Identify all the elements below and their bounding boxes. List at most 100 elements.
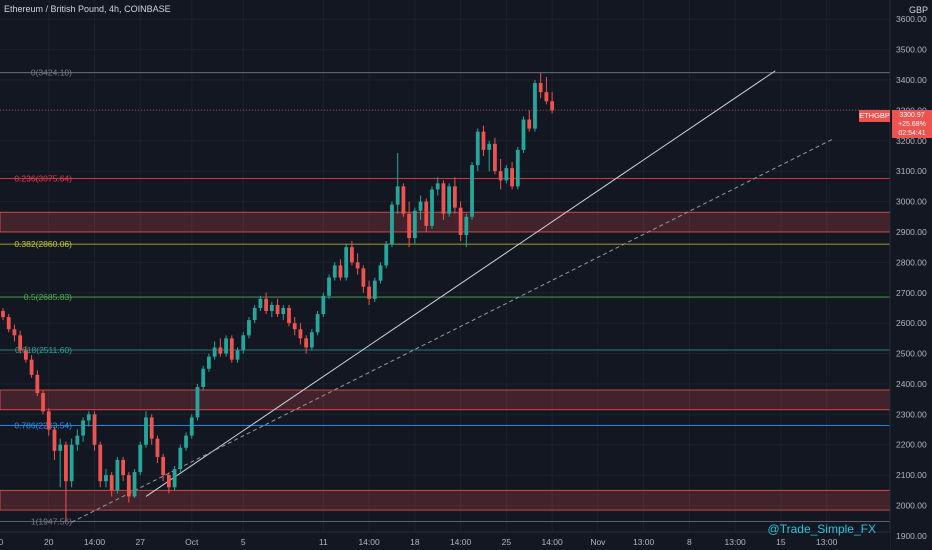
candle-body [515,149,520,187]
candle-body [395,186,400,205]
trendline-solid [145,70,776,497]
candle-body [166,475,171,488]
time-axis-bg [0,532,890,550]
candle-body [235,350,240,360]
candle-body [350,247,354,263]
candle-body [372,280,377,299]
candle-body [521,119,526,150]
candle-body [481,131,486,150]
candle-body [315,314,320,333]
candle-body [126,475,131,497]
candle-body [1,310,5,318]
candle-body [321,295,326,315]
candle-body [92,414,97,445]
candle-body [361,268,366,287]
candle-body [332,265,337,278]
x-tick-label: 8 [687,537,692,547]
candle-body [504,168,509,181]
candle-body [327,277,331,296]
candle-body [533,83,537,129]
candle-body [201,368,206,387]
candle-body [344,247,349,278]
candle-body [412,210,417,239]
candle-body [35,374,40,394]
candle-body [252,307,257,321]
candle-body [189,417,194,436]
candle-body [241,335,246,351]
y-tick-label: 3100.00 [896,166,927,176]
candle-body [401,186,406,214]
x-tick-label: 15 [776,537,786,547]
y-tick-label: 2700.00 [896,288,927,298]
x-tick-label: 27 [136,537,146,547]
x-tick-label: 25 [502,537,512,547]
candle-body [178,447,183,470]
candle-body [58,444,63,451]
candle-body [52,429,57,451]
candle-body [144,417,148,445]
supply-demand-zone [0,389,891,411]
candle-body [247,320,251,336]
last-price-change: +25.68% [898,121,926,128]
candle-body [29,359,34,375]
y-tick-label: 3500.00 [896,45,927,55]
trendline-dashed [71,138,833,523]
y-tick-label: 2500.00 [896,349,927,359]
candle-body [98,444,103,482]
y-tick-label: 2200.00 [896,440,927,450]
candle-body [384,244,389,266]
y-tick-label: 2100.00 [896,470,927,480]
supply-demand-zone [0,211,891,233]
last-price-value: 3300.97 [899,112,925,119]
y-tick-label: 2300.00 [896,409,927,419]
x-tick-label: 5 [241,537,246,547]
candle-body [304,338,309,348]
candle-body [390,204,394,245]
candle-body [527,119,532,129]
y-tick-label: 2900.00 [896,227,927,237]
candle-body [41,393,45,412]
candle-body [207,356,211,369]
candle-body [195,386,200,418]
last-price-countdown: 02:54:41 [898,130,926,137]
price-axis-bg [890,0,932,550]
candle-body [212,347,217,357]
candle-body [69,444,74,482]
candle-body [275,304,280,315]
candle-body [493,143,497,172]
last-price-badge: 3300.97 +25.68% 02:54:41 [892,110,932,138]
candle-body [64,444,68,482]
candle-body [418,201,423,211]
x-tick-label: 11 [319,537,328,547]
candle-body [441,183,446,214]
fib-label-1: 1(1947.56) [31,516,72,526]
x-tick-label: :00 [0,537,3,547]
currency-label: GBP [908,5,928,15]
candle-body [229,338,234,360]
candle-body [155,438,160,457]
candle-body [161,456,166,476]
candle-body [138,444,143,473]
x-tick-label: 14:00 [541,537,563,547]
candle-body [218,347,223,354]
x-tick-label: 14:00 [450,537,472,547]
candle-body [121,459,126,476]
y-tick-label: 3200.00 [896,136,927,146]
x-tick-label: 18 [410,537,420,547]
y-tick-label: 2000.00 [896,501,927,511]
candle-body [184,435,188,448]
candle-body [355,262,360,269]
x-tick-label: 14:00 [84,537,106,547]
candle-body [452,186,457,208]
candle-body [258,298,263,308]
fib-label-0.236: 0.236(3075.64) [14,174,72,184]
candle-body [407,213,412,239]
candle-body [447,186,452,214]
candle-body [309,332,314,348]
fib-label-0.5: 0.5(2685.83) [24,292,72,302]
candle-body [475,131,480,166]
candle-body [338,265,343,278]
candle-body [367,286,371,299]
fib-label-0.382: 0.382(2860.06) [14,239,72,249]
